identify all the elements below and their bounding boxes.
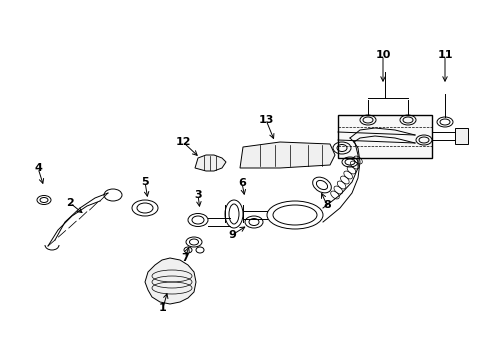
Polygon shape	[195, 155, 225, 171]
Text: 8: 8	[323, 200, 330, 210]
Text: 2: 2	[66, 198, 74, 208]
Text: 5: 5	[141, 177, 148, 187]
Text: 7: 7	[181, 253, 188, 263]
Text: 13: 13	[258, 115, 273, 125]
Text: 12: 12	[175, 137, 190, 147]
Polygon shape	[454, 128, 467, 144]
Text: 10: 10	[375, 50, 390, 60]
Text: 4: 4	[34, 163, 42, 173]
Polygon shape	[240, 142, 334, 168]
Text: 1: 1	[159, 303, 166, 313]
Text: 11: 11	[436, 50, 452, 60]
Text: 9: 9	[227, 230, 235, 240]
Polygon shape	[337, 115, 431, 158]
Polygon shape	[145, 258, 196, 304]
Text: 6: 6	[238, 178, 245, 188]
Text: 3: 3	[194, 190, 202, 200]
